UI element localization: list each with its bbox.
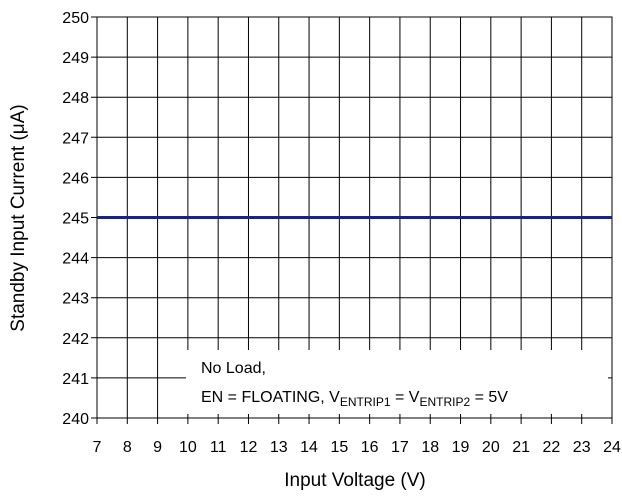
y-tick-label: 244 — [62, 251, 89, 268]
y-tick-label: 246 — [62, 170, 89, 187]
y-tick-label: 240 — [62, 411, 89, 428]
annotation-part: ENTRIP1 — [340, 395, 391, 409]
y-tick-label: 241 — [62, 371, 89, 388]
y-tick-label: 250 — [62, 10, 89, 27]
y-tick-label: 247 — [62, 130, 89, 147]
x-tick-label: 18 — [421, 439, 439, 456]
x-tick-label: 24 — [603, 439, 621, 456]
x-tick-label: 13 — [270, 439, 288, 456]
annotation-part: = V — [391, 389, 420, 406]
annotation-part: EN = FLOATING, V — [201, 389, 340, 406]
x-tick-label: 19 — [452, 439, 470, 456]
y-axis-label: Standby Input Current (μA) — [8, 104, 29, 331]
x-tick-label: 7 — [93, 439, 102, 456]
x-tick-label: 11 — [210, 439, 227, 456]
annotation: No Load, — [201, 360, 266, 377]
x-tick-label: 22 — [543, 439, 561, 456]
y-tick-label: 249 — [62, 50, 89, 67]
x-tick-label: 9 — [153, 439, 162, 456]
x-tick-label: 20 — [482, 439, 500, 456]
y-tick-label: 248 — [62, 90, 89, 107]
annotation-part: = 5V — [470, 389, 508, 406]
annotation: EN = FLOATING, VENTRIP1 = VENTRIP2 = 5V — [201, 389, 508, 409]
y-tick-label: 245 — [62, 211, 89, 228]
x-tick-label: 12 — [240, 439, 258, 456]
x-tick-label: 16 — [361, 439, 379, 456]
y-tick-label: 243 — [62, 291, 89, 308]
x-tick-label: 15 — [330, 439, 348, 456]
x-tick-label: 23 — [573, 439, 591, 456]
annotation-part: ENTRIP2 — [419, 395, 470, 409]
x-tick-label: 21 — [512, 439, 530, 456]
x-tick-label: 10 — [179, 439, 197, 456]
x-axis-label: Input Voltage (V) — [284, 470, 426, 491]
annotation-box — [186, 350, 608, 414]
y-tick-label: 242 — [62, 331, 89, 348]
x-tick-label: 17 — [391, 439, 409, 456]
x-tick-label: 8 — [123, 439, 132, 456]
x-tick-label: 14 — [300, 439, 318, 456]
